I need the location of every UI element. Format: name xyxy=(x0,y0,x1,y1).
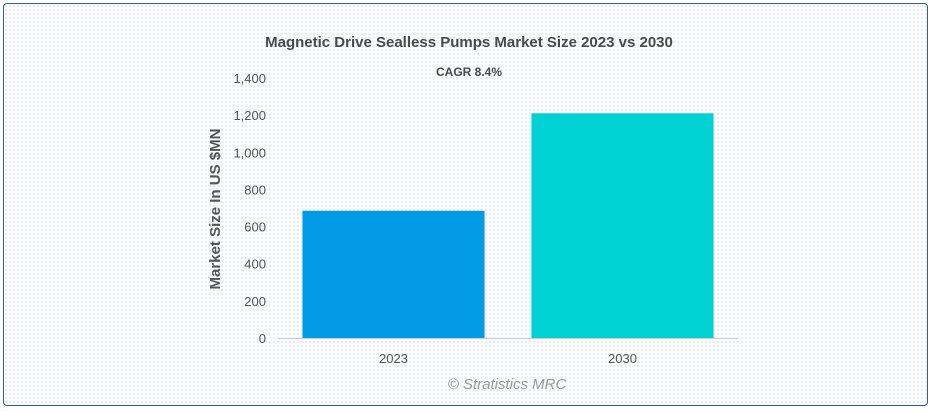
x-axis-ticks: 2023 2030 xyxy=(379,351,637,366)
y-tick-label: 600 xyxy=(244,220,266,235)
chart-svg: Magnetic Drive Sealless Pumps Market Siz… xyxy=(207,34,737,393)
y-tick-label: 0 xyxy=(259,331,266,346)
watermark-text: © Stratistics MRC xyxy=(448,376,567,393)
x-tick-label: 2023 xyxy=(379,351,408,366)
y-tick-label: 1,200 xyxy=(233,108,266,123)
chart-frame: Magnetic Drive Sealless Pumps Market Siz… xyxy=(3,3,928,406)
y-tick-label: 200 xyxy=(244,294,266,309)
y-axis-ticks: 0 200 400 600 800 1,000 1,200 1,400 xyxy=(233,71,266,346)
y-tick-label: 1,400 xyxy=(233,71,266,86)
x-tick-label: 2030 xyxy=(608,351,637,366)
y-tick-label: 1,000 xyxy=(233,145,266,160)
y-tick-label: 400 xyxy=(244,257,266,272)
y-axis-label: Market Size In US $MN xyxy=(207,129,224,290)
y-tick-label: 800 xyxy=(244,182,266,197)
bars-group xyxy=(302,113,714,339)
bar-2030[interactable] xyxy=(531,113,714,339)
chart-subtitle: CAGR 8.4% xyxy=(436,65,502,79)
chart-title: Magnetic Drive Sealless Pumps Market Siz… xyxy=(265,34,673,51)
bar-2023[interactable] xyxy=(302,210,485,338)
